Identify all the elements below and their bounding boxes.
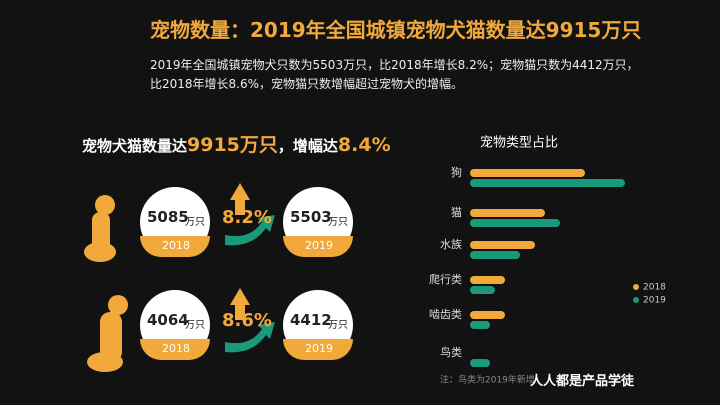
circle-year: 2019 [305, 239, 333, 252]
circle-year: 2019 [305, 342, 333, 355]
circle-unit: 万只 [328, 217, 348, 228]
circle-value: 5085 [147, 208, 189, 226]
headline-number: 8.4% [337, 134, 391, 156]
growth-rate: 8.6% [222, 310, 272, 331]
arrows [225, 183, 275, 353]
bar [470, 209, 545, 217]
bar [470, 241, 535, 249]
circle-value: 5503 [290, 208, 332, 226]
summary-line: 2019年全国城镇宠物犬只数为5503万只，比2018年增长8.2%；宠物猫只数… [150, 58, 639, 72]
legend-label: 2019 [643, 296, 666, 306]
chart-title: 宠物类型占比 [480, 135, 558, 151]
chart-note: 注：鸟类为2019年新增 [440, 374, 535, 386]
legend-label: 2018 [643, 283, 666, 293]
circle-unit: 万只 [328, 320, 348, 331]
circle-year-band [140, 236, 210, 257]
circle-unit: 万只 [185, 320, 205, 331]
category-label: 猫 [451, 206, 462, 219]
category-label: 鸟类 [440, 345, 462, 359]
bar [470, 219, 560, 227]
headline-text: 宠物犬猫数量达 [82, 137, 188, 155]
growth-rate: 8.2% [222, 207, 272, 228]
legend-swatch [633, 297, 639, 303]
legend-swatch [633, 284, 639, 290]
bar [470, 359, 490, 367]
category-label: 爬行类 [429, 272, 462, 286]
bar [470, 276, 505, 284]
category-label: 水族 [440, 237, 462, 251]
bar [470, 169, 585, 177]
bar [470, 286, 495, 294]
category-label: 啮齿类 [429, 307, 462, 321]
category-label: 狗 [451, 166, 462, 179]
bar [470, 251, 520, 259]
circle-year-band [140, 339, 210, 360]
bar [470, 321, 490, 329]
summary-line: 比2018年增长8.6%，宠物猫只数增幅超过宠物犬的增幅。 [150, 77, 464, 91]
watermark: 人人都是产品学徒 [530, 374, 635, 389]
circle-unit: 万只 [185, 217, 205, 228]
circle-year: 2018 [162, 342, 190, 355]
bar [470, 311, 505, 319]
circle-year-band [283, 339, 353, 360]
circle-year-band [283, 236, 353, 257]
headline: 宠物犬猫数量达9915万只，增幅达8.4% [82, 130, 391, 157]
circle-value: 4064 [147, 311, 189, 329]
headline-text: ，增幅达 [277, 137, 338, 155]
circle-year: 2018 [162, 239, 190, 252]
bar [470, 179, 625, 187]
dog-icon [84, 195, 116, 262]
headline-number: 9915万只 [187, 134, 278, 156]
circle-value: 4412 [290, 311, 332, 329]
title: 宠物数量：2019年全国城镇宠物犬猫数量达9915万只 [150, 18, 642, 42]
cat-icon [87, 295, 128, 372]
